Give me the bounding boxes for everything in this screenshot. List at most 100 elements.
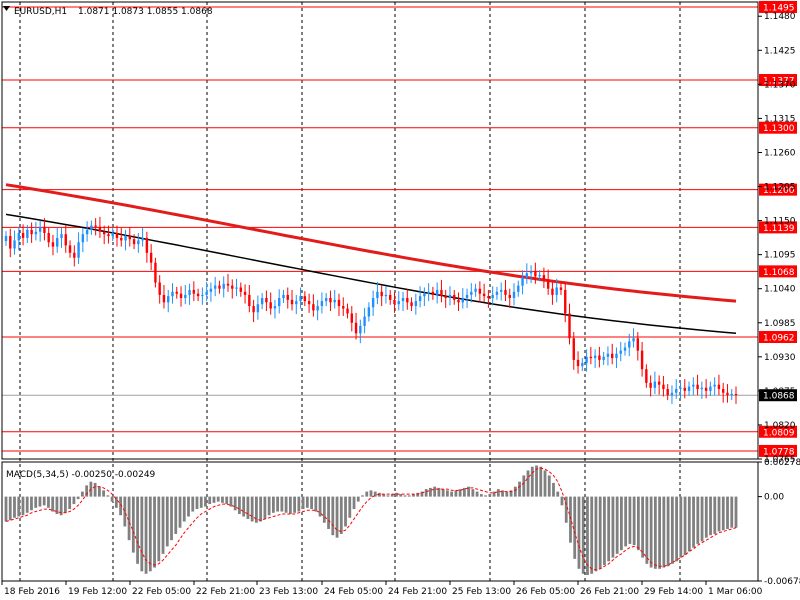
candle-body: [167, 296, 170, 303]
macd-bar: [429, 487, 432, 497]
candle-body: [482, 293, 486, 297]
candle-body: [333, 299, 336, 303]
candle-body: [538, 275, 541, 277]
macd-bar: [437, 487, 441, 497]
candle-body: [145, 237, 149, 253]
macd-bar: [348, 496, 352, 518]
macd-panel-border: [1, 461, 759, 582]
macd-bar: [569, 496, 572, 543]
candle-body: [34, 231, 38, 235]
macd-bar: [157, 496, 161, 562]
macd-bar: [136, 496, 139, 564]
macd-bar: [335, 496, 339, 538]
macd-bar: [216, 496, 220, 502]
candle-body: [107, 234, 110, 237]
macd-bar: [488, 494, 492, 497]
macd-bar: [492, 491, 496, 497]
candle-body: [692, 384, 695, 387]
macd-bar: [692, 496, 695, 548]
macd-bar: [462, 487, 466, 497]
candle-body: [564, 289, 567, 314]
candle-body: [696, 384, 699, 390]
candle-body: [734, 393, 738, 396]
candle-body: [670, 392, 674, 396]
macd-bar: [242, 496, 246, 517]
macd-bar: [21, 496, 25, 516]
macd-bar: [305, 496, 309, 508]
candle-body: [162, 294, 166, 303]
candle-body: [201, 294, 204, 297]
macd-bar: [119, 496, 122, 516]
macd-bar: [522, 475, 526, 497]
macd-bar: [284, 496, 288, 513]
candle-body: [231, 285, 234, 289]
macd-bar: [734, 496, 738, 528]
candle-body: [329, 297, 332, 303]
level-tag: [759, 74, 797, 87]
candle-body: [495, 291, 499, 295]
macd-bar: [310, 496, 313, 510]
macd-bar: [509, 490, 513, 497]
candle-body: [235, 287, 238, 289]
macd-bar: [144, 496, 148, 574]
candle-body: [213, 285, 217, 289]
candle-body: [431, 291, 435, 295]
macd-bar: [445, 490, 449, 497]
macd-bar: [390, 494, 394, 497]
macd-bar: [255, 496, 258, 523]
macd-bar: [679, 496, 683, 558]
candle-body: [269, 302, 272, 309]
candle-body: [568, 313, 571, 339]
macd-bar: [552, 482, 555, 497]
candle-body: [282, 294, 285, 298]
macd-bar: [675, 496, 678, 562]
time-tick-label: 29 Feb 14:00: [644, 587, 703, 597]
candle-body: [517, 285, 520, 292]
candle-body: [632, 338, 635, 342]
level-tag-label: 1.1377: [763, 77, 795, 87]
macd-bar: [586, 496, 589, 576]
candle-body: [640, 350, 644, 370]
candle-body: [401, 297, 405, 302]
macd-bar: [611, 496, 615, 558]
macd-bar: [378, 492, 381, 497]
macd-bar: [615, 496, 619, 554]
macd-bar: [293, 496, 297, 513]
candle-body: [13, 240, 16, 249]
macd-bar: [72, 496, 76, 505]
macd-bar: [161, 496, 165, 554]
macd-bar: [208, 496, 212, 505]
candle-body: [312, 304, 315, 311]
macd-bar: [280, 496, 284, 512]
candle-body: [585, 356, 588, 364]
candle-body: [508, 294, 511, 298]
chevron-down-icon[interactable]: [3, 6, 10, 11]
macd-bar: [267, 496, 271, 516]
macd-bar: [577, 496, 581, 569]
candle-body: [354, 322, 358, 334]
macd-bar: [624, 496, 628, 547]
macd-bar: [373, 491, 377, 497]
candle-body: [393, 299, 396, 305]
macd-bar: [204, 496, 207, 507]
current-price-tag: [759, 389, 797, 402]
macd-bar: [713, 496, 717, 534]
candle-body: [218, 285, 221, 289]
candle-body: [47, 232, 50, 243]
price-tick-label: 1.0765: [764, 455, 796, 465]
macd-bar: [271, 496, 275, 513]
candle-body: [60, 234, 63, 238]
candle-body: [85, 229, 89, 235]
candle-body: [128, 236, 132, 240]
candle-body: [521, 277, 524, 286]
candle-body: [303, 296, 307, 302]
macd-bar: [93, 482, 97, 497]
time-tick-label: 18 Feb 2016: [4, 587, 60, 597]
level-tag-label: 1.0778: [763, 447, 795, 457]
candle-body: [581, 363, 584, 367]
macd-bar: [632, 496, 636, 546]
candle-body: [555, 287, 558, 295]
candle-body: [359, 325, 362, 334]
macd-bar: [221, 496, 224, 503]
